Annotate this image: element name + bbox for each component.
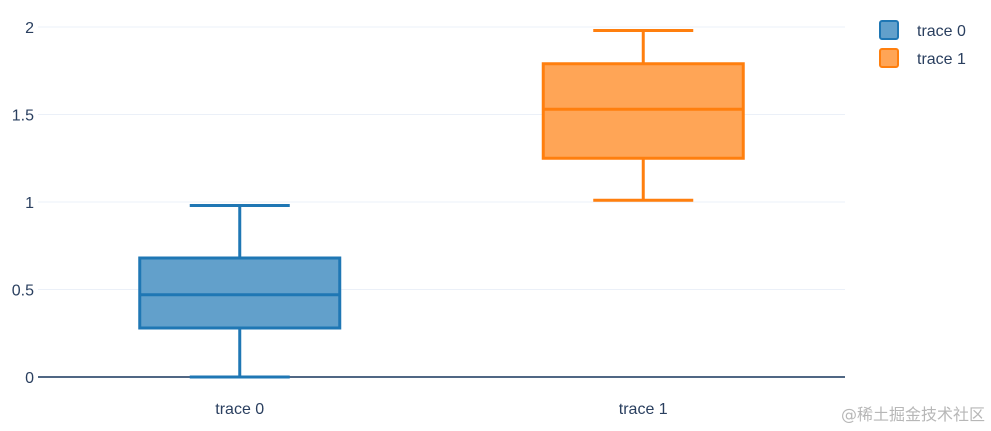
legend-swatch-1: [879, 48, 899, 68]
watermark-text: @稀土掘金技术社区: [840, 405, 985, 424]
legend-label-1: trace 1: [917, 51, 966, 68]
box-trace-1: [541, 29, 745, 202]
y-tick-label-2: 1: [25, 195, 34, 212]
legend: trace 0 trace 1: [879, 20, 966, 68]
y-tick-label-4: 2: [25, 20, 34, 37]
grid-lines: [38, 26, 845, 290]
box-trace-0: [138, 204, 342, 379]
legend-swatch-0: [879, 20, 899, 40]
box-body-0: [138, 256, 342, 330]
x-axis: trace 0 trace 1: [38, 376, 845, 418]
y-tick-label-3: 1.5: [12, 108, 34, 125]
box-body-1: [541, 62, 745, 160]
legend-label-0: trace 0: [917, 23, 966, 40]
y-axis: 0 0.5 1 1.5 2: [12, 20, 34, 387]
y-tick-label-0: 0: [25, 370, 34, 387]
box-traces: [138, 29, 745, 379]
x-tick-label-1: trace 1: [619, 401, 668, 418]
y-tick-label-1: 0.5: [12, 283, 34, 300]
x-tick-label-0: trace 0: [215, 401, 264, 418]
